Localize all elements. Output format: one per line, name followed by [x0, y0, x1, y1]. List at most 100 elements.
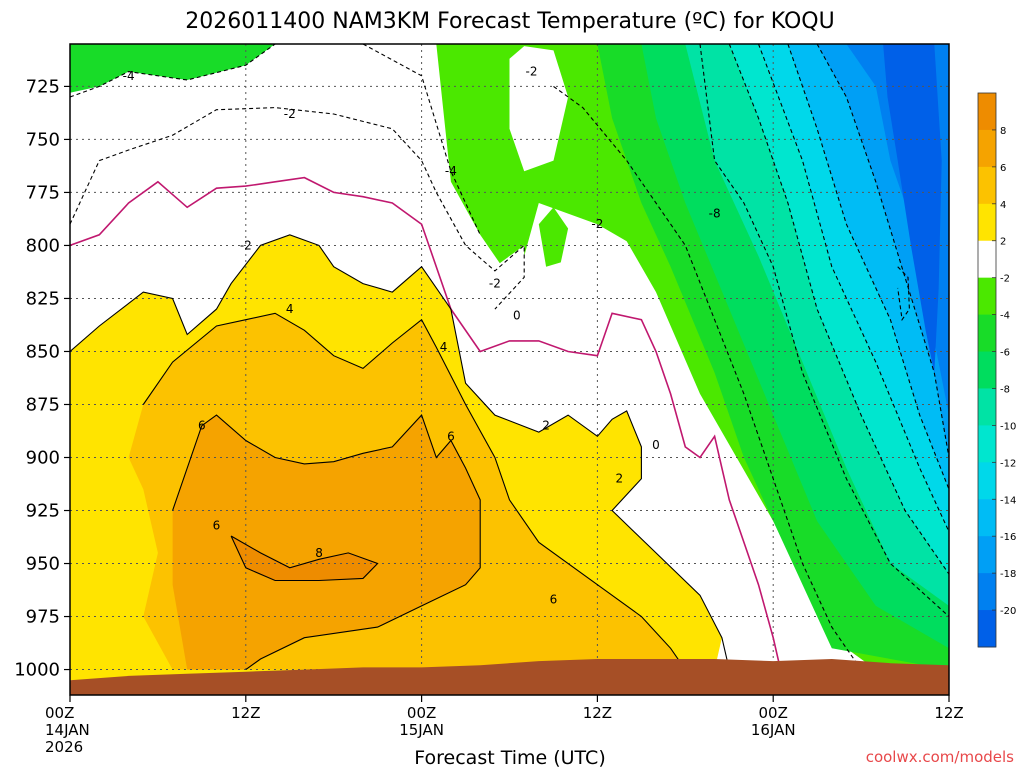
y-tick-label: 1000 [14, 660, 60, 681]
colorbar-tick-label: 2 [1000, 237, 1006, 248]
x-tick-label: 16JAN [751, 721, 796, 739]
colorbar-tick-label: -4 [1000, 311, 1010, 322]
x-tick-label: 14JAN [45, 721, 90, 739]
temperature-region-14 [70, 44, 276, 93]
contour-label: 0 [513, 308, 521, 322]
colorbar-tick-label: -10 [1000, 421, 1016, 432]
colorbar-band [978, 388, 996, 426]
colorbar-tick-label: -6 [1000, 348, 1010, 359]
colorbar-band [978, 536, 996, 574]
contour-line [816, 44, 949, 458]
x-tick-label: 00Z [759, 704, 788, 722]
temperature-region-18 [172, 415, 481, 670]
colorbar-tick-label: -16 [1000, 532, 1016, 543]
temperature-region-13 [509, 46, 569, 172]
colorbar-band [978, 129, 996, 168]
y-tick-label: 875 [26, 394, 60, 415]
colorbar-band [978, 351, 996, 389]
contour-label: -2 [489, 277, 501, 291]
colorbar-band [978, 499, 996, 537]
contour-label: 2 [616, 472, 624, 486]
contour-label: 6 [447, 429, 455, 443]
contour-label: -4 [123, 69, 135, 83]
temperature-region-19 [231, 536, 378, 581]
contour-line [172, 414, 481, 671]
contour-line [757, 44, 949, 532]
contour-line [728, 44, 949, 575]
contour-labels: -4 -2 -2 -4 -8 -2 -2 -2 0 4 4 6 6 2 0 2 6 8 6 [123, 65, 721, 607]
x-tick-label: 00Z [45, 704, 74, 722]
x-tick-label: 2026 [45, 738, 83, 756]
grid-lines [70, 44, 949, 695]
plot-frame [69, 43, 950, 696]
terrain-fill [70, 659, 949, 695]
contour-label: -2 [240, 238, 252, 252]
colorbar-band [978, 314, 996, 353]
y-tick-label: 775 [26, 182, 60, 203]
chart-title: 2026011400 NAM3KM Forecast Temperature (… [185, 9, 834, 34]
contour-label: 0 [652, 438, 660, 452]
contour-label: 4 [286, 302, 294, 316]
plot-area [70, 44, 949, 695]
x-tick-label: 12Z [934, 704, 963, 722]
colorbar-tick-label: 8 [1000, 126, 1006, 137]
contour-line [230, 535, 379, 582]
y-tick-label: 725 [26, 76, 60, 97]
colorbar-tick-label: -18 [1000, 569, 1016, 580]
temperature-region-12 [538, 207, 569, 267]
contour-line [787, 44, 949, 490]
y-axis: 725 750 775 800 825 850 875 900 925 950 975 1000 [14, 76, 70, 681]
y-tick-label: 975 [26, 607, 60, 628]
contour-label: 2 [542, 419, 550, 433]
y-tick-label: 950 [26, 554, 60, 575]
x-tick-label: 00Z [407, 704, 436, 722]
x-tick-label: 15JAN [399, 721, 444, 739]
colorbar: 8 6 4 2 -2 -4 -6 -8 -10 -12 -14 -16 -18 -20 [977, 92, 1016, 648]
colorbar-tick-label: 6 [1000, 163, 1006, 174]
contour-line [70, 176, 782, 670]
colorbar-band [978, 240, 996, 279]
terrain [70, 659, 949, 695]
contour-label: -8 [709, 207, 721, 221]
contour-lines [70, 44, 949, 671]
colorbar-tick-label: 4 [1000, 200, 1006, 211]
colorbar-band [978, 277, 996, 316]
colorbar-tick-label: -12 [1000, 458, 1016, 469]
y-tick-label: 825 [26, 288, 60, 309]
colorbar-band [978, 93, 996, 131]
contour-label: -4 [445, 164, 457, 178]
temperature-region-10 [883, 44, 942, 373]
contour-label: 6 [550, 593, 558, 607]
colorbar-band [978, 425, 996, 463]
colorbar-frame [977, 92, 997, 648]
credit-text: coolwx.com/models [866, 748, 1014, 766]
contour-label: 8 [315, 546, 323, 560]
x-tick-label: 12Z [583, 704, 612, 722]
colorbar-tick-label: -8 [1000, 384, 1010, 395]
colorbar-band [978, 166, 996, 205]
contour-label: 4 [440, 340, 448, 354]
y-tick-label: 925 [26, 501, 60, 522]
contour-line [70, 44, 276, 98]
contour-label: -2 [591, 217, 603, 231]
x-tick-label: 12Z [231, 704, 260, 722]
contour-label: -2 [525, 65, 537, 79]
contour-label: 6 [213, 518, 221, 532]
y-tick-label: 750 [26, 129, 60, 150]
colorbar-band [978, 610, 996, 648]
contour-line [553, 85, 862, 670]
contour-line [897, 266, 910, 322]
colorbar-band [978, 462, 996, 500]
y-tick-label: 900 [26, 448, 60, 469]
x-axis-label: Forecast Time (UTC) [414, 747, 605, 768]
contour-line [70, 234, 730, 670]
colorbar-tick-label: -14 [1000, 495, 1016, 506]
contour-line [142, 312, 686, 670]
y-tick-label: 800 [26, 235, 60, 256]
contour-label: -2 [284, 107, 296, 121]
contour-line [699, 44, 949, 617]
colorbar-tick-label: -2 [1000, 274, 1010, 285]
y-tick-label: 850 [26, 341, 60, 362]
